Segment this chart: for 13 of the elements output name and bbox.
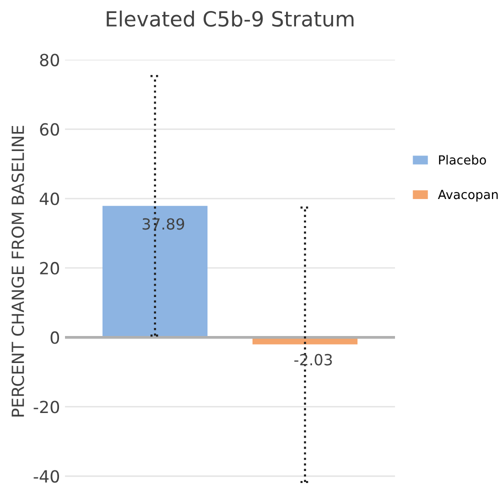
y-axis-title: PERCENT CHANGE FROM BASELINE xyxy=(12,126,24,416)
y-tick-label: 40 xyxy=(40,192,60,206)
y-tick-label: -40 xyxy=(34,470,60,483)
y-tick-label: 20 xyxy=(40,262,60,275)
legend-label: Avacopan xyxy=(438,190,498,202)
y-tick-label: 60 xyxy=(40,123,60,136)
legend-label: Placebo xyxy=(439,154,486,165)
data-label: 37.89 xyxy=(142,218,184,230)
y-tick-label: -20 xyxy=(34,400,60,414)
data-label: -2.03 xyxy=(294,354,332,366)
y-tick-label: 80 xyxy=(40,54,60,66)
chart-title: Elevated C5b-9 Stratum xyxy=(106,10,354,27)
y-tick-label: 0 xyxy=(50,331,60,344)
